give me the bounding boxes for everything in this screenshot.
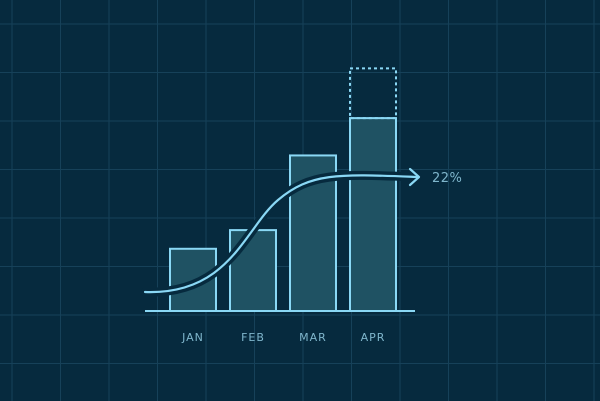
projected-bar-apr: [349, 67, 397, 120]
tick-label-jan: JAN: [181, 331, 204, 344]
bars: [169, 67, 397, 312]
tick-label-mar: MAR: [299, 331, 327, 344]
tick-label-apr: APR: [361, 331, 386, 344]
trend-arrowhead: [408, 167, 421, 187]
trend-line: [143, 174, 420, 294]
bar-feb: [229, 229, 277, 312]
x-axis-tick-labels: JAN FEB MAR APR: [181, 331, 386, 344]
tick-label-feb: FEB: [241, 331, 265, 344]
trend-percentage-label: 22%: [432, 171, 462, 186]
trend-line-group: 22%: [140, 167, 462, 297]
bar-apr: [349, 117, 397, 312]
